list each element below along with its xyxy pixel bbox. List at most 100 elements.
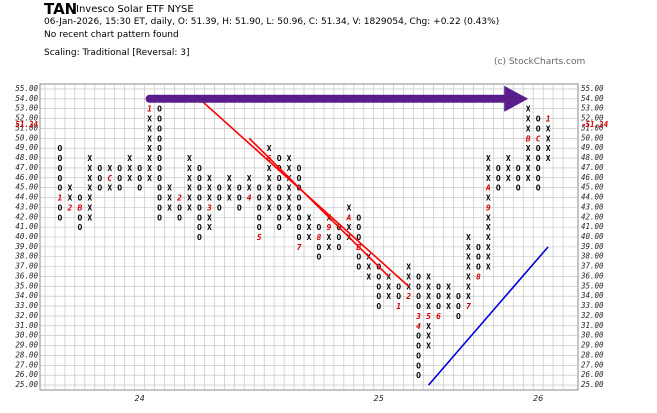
o-box: O — [197, 164, 202, 173]
month-marker: 1 — [58, 194, 63, 203]
o-box: O — [197, 174, 202, 183]
last-price-label: 51.34 — [15, 120, 38, 129]
y-tick-label: 25.00 — [15, 380, 38, 389]
o-box: O — [396, 292, 401, 301]
x-box: X — [247, 174, 252, 183]
x-box: X — [486, 194, 491, 203]
o-box: O — [97, 184, 102, 193]
y-tick-label: 43.00 — [15, 202, 38, 211]
x-box: X — [107, 164, 112, 173]
month-marker: 2 — [66, 203, 72, 212]
x-box: X — [147, 164, 152, 173]
o-box: O — [277, 203, 282, 212]
o-box: O — [97, 174, 102, 183]
y-tick-label: 53.00 — [15, 104, 38, 113]
o-box: O — [217, 184, 222, 193]
o-box: O — [257, 184, 262, 193]
month-marker: 8 — [476, 272, 481, 281]
o-box: O — [416, 371, 421, 380]
x-year-label: 26 — [533, 394, 543, 403]
x-box: X — [366, 272, 371, 281]
o-box: O — [197, 223, 202, 232]
month-marker: 2 — [176, 194, 182, 203]
o-box: O — [356, 213, 361, 222]
x-box: X — [187, 203, 192, 212]
o-box: O — [58, 174, 63, 183]
x-box: X — [366, 263, 371, 272]
x-box: X — [227, 174, 232, 183]
x-box: X — [307, 223, 312, 232]
o-box: O — [356, 233, 361, 242]
y-tick-label-right: 47.00 — [581, 163, 604, 172]
o-box: O — [77, 194, 82, 203]
o-box: O — [217, 203, 222, 212]
y-tick-label-right: 43.00 — [581, 202, 604, 211]
security-name: Invesco Solar ETF NYSE — [76, 4, 194, 15]
x-box: X — [207, 213, 212, 222]
y-tick-label: 34.00 — [14, 291, 38, 300]
x-box: X — [486, 233, 491, 242]
y-tick-label: 38.00 — [14, 252, 38, 261]
y-tick-label-right: 33.00 — [580, 301, 604, 310]
x-box: X — [426, 342, 431, 351]
y-tick-label-right: 27.00 — [581, 360, 604, 369]
pattern-status: No recent chart pattern found — [44, 30, 179, 40]
x-box: X — [147, 144, 152, 153]
o-box: O — [436, 292, 441, 301]
x-box: X — [526, 115, 531, 124]
o-box: O — [376, 282, 381, 291]
x-box: X — [486, 223, 491, 232]
y-tick-label-right: 49.00 — [581, 143, 604, 152]
o-box: O — [197, 194, 202, 203]
x-box: X — [466, 292, 471, 301]
arrow-head — [504, 85, 529, 112]
x-box: X — [506, 164, 511, 173]
x-box: X — [506, 174, 511, 183]
y-tick-label: 35.00 — [14, 281, 38, 290]
o-box: O — [197, 233, 202, 242]
month-marker: 1 — [546, 115, 551, 124]
x-box: X — [87, 213, 92, 222]
x-box: X — [426, 272, 431, 281]
x-box: X — [287, 184, 292, 193]
x-box: X — [267, 164, 272, 173]
o-box: O — [177, 203, 182, 212]
x-box: X — [446, 302, 451, 311]
x-box: X — [506, 154, 511, 163]
o-box: O — [58, 213, 63, 222]
month-marker: 5 — [426, 312, 431, 321]
y-tick-label: 50.00 — [15, 133, 38, 142]
x-box: X — [127, 164, 132, 173]
o-box: O — [157, 203, 162, 212]
y-tick-label-right: 52.00 — [581, 114, 604, 123]
o-box: O — [157, 124, 162, 133]
y-tick-label: 42.00 — [15, 212, 38, 221]
o-box: O — [516, 164, 521, 173]
o-box: O — [277, 174, 282, 183]
x-box: X — [287, 203, 292, 212]
y-tick-label: 46.00 — [15, 173, 38, 182]
o-box: O — [157, 194, 162, 203]
o-box: O — [356, 253, 361, 262]
scaling-info: Scaling: Traditional [Reversal: 3] — [44, 48, 190, 58]
o-box: O — [336, 233, 341, 242]
x-box: X — [426, 282, 431, 291]
o-box: O — [217, 194, 222, 203]
o-box: O — [157, 174, 162, 183]
x-box: X — [386, 282, 391, 291]
o-box: O — [297, 233, 302, 242]
x-box: X — [207, 194, 212, 203]
o-box: O — [117, 164, 122, 173]
o-box: O — [237, 203, 242, 212]
x-box: X — [486, 164, 491, 173]
x-box: X — [107, 184, 112, 193]
x-box: X — [466, 263, 471, 272]
x-box: X — [546, 134, 551, 143]
x-box: X — [287, 213, 292, 222]
o-box: O — [117, 184, 122, 193]
o-box: O — [416, 282, 421, 291]
y-tick-label: 47.00 — [15, 163, 38, 172]
x-box: X — [526, 154, 531, 163]
y-tick-label: 32.00 — [14, 311, 38, 320]
o-box: O — [58, 203, 63, 212]
